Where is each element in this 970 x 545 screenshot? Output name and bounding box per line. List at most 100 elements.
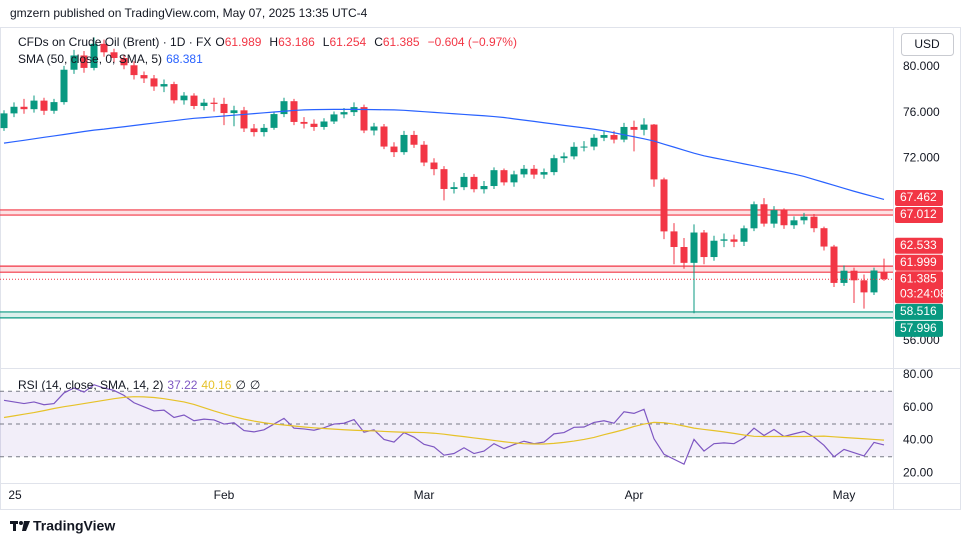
candle-body (480, 186, 488, 190)
candle-body (20, 106, 28, 110)
candle-body (700, 232, 708, 258)
price-legend: CFDs on Crude Oil (Brent) · 1D · FX O61.9… (18, 35, 521, 49)
candle-body (260, 127, 268, 133)
rsi-line (3, 384, 885, 465)
candle-body (310, 123, 318, 127)
rsi-legend: RSI (14, close, SMA, 14, 2) 37.22 40.16 ∅ ∅ (18, 378, 264, 392)
ohlc-label: H (269, 35, 279, 49)
candle-body (650, 124, 658, 180)
candle-body (210, 102, 218, 104)
candle-body (560, 156, 568, 159)
ohlc-item: L61.254 (323, 35, 370, 49)
y-tick-label: 60.00 (903, 400, 933, 414)
candle-body (730, 239, 738, 242)
candle-body (680, 247, 688, 263)
candle-body (140, 75, 148, 79)
level-label: 57.996 (900, 321, 937, 335)
candle-body (70, 55, 78, 70)
candle-body (160, 84, 168, 87)
ohlc-value: 61.989 (224, 35, 262, 49)
candle-body (540, 172, 548, 175)
candle-body (0, 113, 8, 129)
sma-line (3, 108, 885, 201)
ohlc-value: 61.254 (329, 35, 367, 49)
zone (0, 266, 893, 273)
y-tick-label: 80.000 (903, 59, 940, 73)
last-price-badge (895, 271, 943, 304)
x-tick-label: Apr (625, 488, 644, 502)
candle-body (410, 134, 418, 145)
candle-body (820, 228, 828, 247)
ohlc-value: 61.385 (382, 35, 420, 49)
y-tick-label: 20.00 (903, 465, 933, 479)
candle-body (770, 210, 778, 224)
na-label: ∅ (249, 378, 261, 392)
na-label: ∅ (235, 378, 246, 392)
candle-body (720, 239, 728, 241)
candle-body (200, 102, 208, 106)
candle-body (840, 270, 848, 283)
ohlc-label: L (322, 35, 330, 49)
candle-body (620, 126, 628, 140)
candle-body (520, 168, 528, 175)
candle-body (50, 102, 58, 111)
currency-box[interactable] (901, 33, 954, 56)
candle-body (640, 124, 648, 130)
chart-title: CFDs on Crude Oil (Brent) · 1D · FX (18, 35, 212, 49)
x-tick-label: Feb (214, 488, 235, 502)
candle-body (810, 216, 818, 229)
candle-body (830, 246, 838, 283)
candle-body (190, 95, 198, 106)
chart-frame (0, 27, 961, 510)
candle-body (690, 232, 698, 263)
candle-body (790, 220, 798, 226)
candle-body (670, 231, 678, 248)
candle-body (710, 240, 718, 258)
logo-part (13, 521, 16, 531)
candle-body (440, 169, 448, 189)
candle-body (240, 110, 248, 129)
last-price: 61.385 (900, 271, 937, 285)
candle-body (220, 103, 228, 114)
candle-body (300, 121, 308, 124)
footer-brand: TradingView (33, 518, 115, 534)
candle-body (430, 162, 438, 170)
candle-body (360, 107, 368, 131)
candle-body (130, 65, 138, 76)
logo-part (22, 521, 30, 531)
y-tick-label: 76.000 (903, 105, 940, 119)
ohlc-label: O (215, 35, 225, 49)
x-tick-label: 25 (8, 488, 22, 502)
candle-body (530, 168, 538, 175)
candle-body (150, 78, 158, 87)
series-name: SMA (50, close, 0, SMA, 5) (18, 52, 163, 66)
level-label: 58.516 (900, 304, 937, 318)
rsi-line (3, 396, 885, 445)
candle-body (760, 204, 768, 224)
candle-body (860, 280, 868, 293)
candle-body (450, 187, 458, 189)
ohlc-item: O61.989 (215, 35, 265, 49)
y-tick-label: 40.00 (903, 433, 933, 447)
candle-body (270, 114, 278, 128)
level-label: 67.012 (900, 207, 937, 221)
level-label: 61.999 (900, 255, 937, 269)
level-badge (895, 237, 943, 254)
candle-body (630, 126, 638, 130)
candle-body (510, 174, 518, 183)
candle-body (740, 228, 748, 242)
candle-body (230, 110, 238, 114)
ohlc-value: 63.186 (278, 35, 315, 49)
candle-body (280, 101, 288, 115)
logo-part (19, 521, 23, 525)
candle-body (90, 43, 98, 68)
candle-body (880, 272, 888, 280)
level-badge (895, 303, 943, 320)
series-value: 37.22 (167, 378, 198, 392)
candle-body (500, 170, 508, 183)
attribution: gmzern published on TradingView.com, May… (10, 6, 368, 20)
candle-body (660, 179, 668, 232)
candle-body (420, 144, 428, 163)
candle-body (250, 128, 258, 133)
